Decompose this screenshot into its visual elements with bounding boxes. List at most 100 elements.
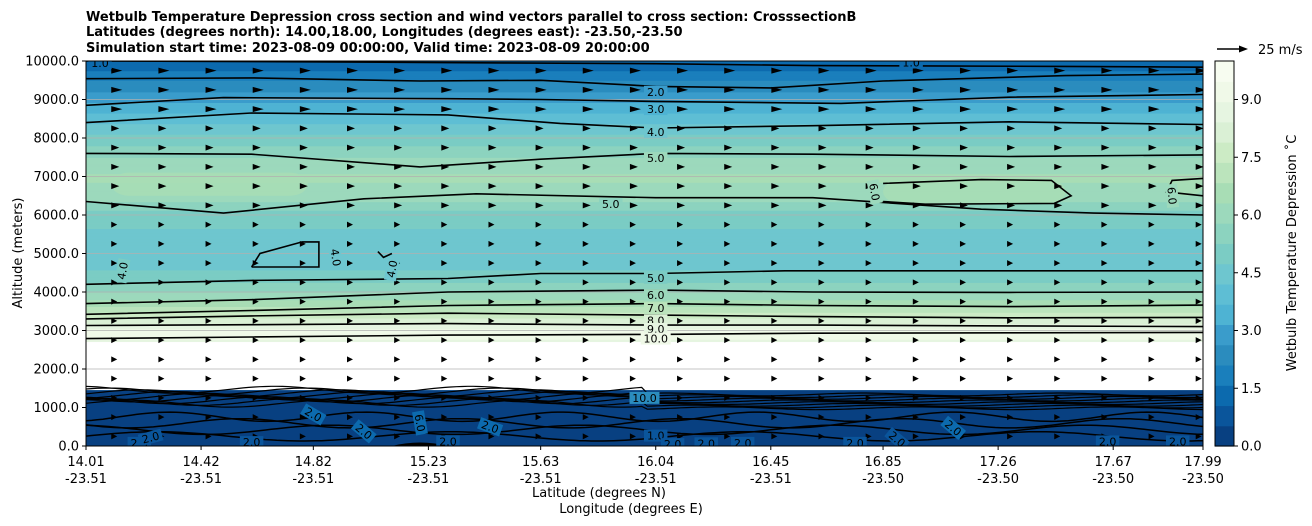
wind-vector-arrow — [1148, 317, 1155, 324]
field-band — [86, 142, 1203, 145]
wind-vector-arrow — [1148, 106, 1160, 113]
wind-vector-arrow — [959, 67, 971, 74]
field-band — [86, 143, 1203, 146]
wind-vector-arrow — [394, 86, 406, 93]
wind-vector-arrow — [1054, 394, 1061, 401]
field-band — [86, 165, 1203, 168]
wind-vector-arrow — [1101, 106, 1113, 113]
field-band — [86, 69, 1203, 72]
wind-vector-arrow — [347, 337, 354, 344]
contour-label: 2.0 — [141, 429, 161, 446]
field-band — [86, 141, 1203, 144]
wind-vector-arrow — [158, 317, 165, 324]
contour-label-group: 2.0 — [127, 436, 152, 446]
wind-vector-arrow — [865, 240, 872, 247]
chart-title-line-2: Latitudes (degrees north): 14.00,18.00, … — [86, 25, 683, 40]
wind-vector-arrow — [158, 240, 165, 247]
y-tick-label: 2000.0 — [34, 363, 80, 378]
colorbar-tick-label: 3.0 — [1241, 324, 1262, 339]
wind-vector-arrow — [488, 260, 495, 267]
field-band — [86, 267, 1203, 270]
wind-vector-arrow — [865, 375, 872, 382]
wind-vector-arrow — [299, 317, 306, 324]
contour-label-background — [127, 436, 152, 446]
field-band — [86, 226, 1203, 229]
wind-vector-arrow — [347, 317, 354, 324]
wind-vector-arrow — [158, 356, 165, 363]
wind-vector-arrow — [1054, 183, 1063, 190]
colorbar-segment — [1215, 283, 1234, 305]
contour-label-group: 2.0 — [730, 436, 755, 446]
wind-vector-arrow — [535, 433, 542, 440]
wind-vector-arrow — [111, 125, 120, 132]
reference-vector-label: 25 m/s — [1258, 43, 1303, 58]
wind-vector-arrow — [205, 356, 212, 363]
wind-vector-arrow — [818, 356, 825, 363]
wind-vector-arrow — [677, 375, 684, 382]
wind-vector-arrow — [535, 163, 544, 170]
wind-vector-arrow — [818, 86, 830, 93]
contour-label-group: 2.0 — [1095, 435, 1120, 446]
field-band — [86, 244, 1203, 247]
wind-vector-arrow — [299, 375, 306, 382]
field-band — [86, 202, 1203, 205]
wind-vector-arrow — [1054, 260, 1061, 267]
wind-vector-arrow — [1007, 298, 1014, 305]
wind-vector-arrow — [959, 317, 966, 324]
field-band — [86, 206, 1203, 208]
contour-label-group: 2.0 — [239, 436, 264, 446]
contour-label: 2.0 — [439, 435, 457, 448]
wind-vector-arrow — [535, 260, 542, 267]
colorbar-segment — [1215, 304, 1234, 326]
wind-vector-arrow — [1101, 260, 1108, 267]
wind-vector-arrow — [441, 394, 448, 401]
wind-vector-arrow — [1007, 414, 1014, 421]
wind-vector-arrow — [111, 279, 118, 286]
wind-vector-arrow — [252, 356, 259, 363]
wind-vector-arrow — [488, 375, 495, 382]
wind-vector-arrow — [629, 106, 641, 113]
wind-vectors — [111, 67, 1203, 440]
wind-vector-arrow — [1007, 279, 1014, 286]
wind-vector-arrow — [1007, 433, 1014, 440]
field-band — [86, 238, 1203, 240]
wind-vector-arrow — [1101, 125, 1110, 132]
field-band — [86, 66, 1203, 69]
wind-vector-arrow — [394, 356, 401, 363]
wind-vector-arrow — [912, 356, 919, 363]
wind-vector-arrow — [912, 125, 921, 132]
field-band — [86, 207, 1203, 209]
colorbar-segment — [1215, 61, 1234, 82]
wind-vector-arrow — [1148, 279, 1155, 286]
wind-vector-arrow — [252, 260, 259, 267]
wind-vector-arrow — [818, 414, 825, 421]
wind-vector-arrow — [771, 317, 778, 324]
field-band — [86, 263, 1203, 265]
colorbar-segment — [1215, 101, 1234, 123]
wind-vector-arrow — [771, 356, 778, 363]
contour-label-group: 4.0 — [327, 244, 344, 271]
field-band — [86, 288, 1203, 290]
wind-vector-arrow — [629, 221, 636, 228]
wind-vector-arrow — [865, 279, 872, 286]
wind-vector-arrow — [1054, 433, 1061, 440]
wind-vector-arrow — [299, 67, 311, 74]
wind-vector-arrow — [111, 240, 118, 247]
field-band — [86, 63, 1203, 66]
wind-vector-arrow — [629, 433, 636, 440]
field-band — [86, 139, 1203, 142]
field-band — [86, 230, 1203, 232]
x-tick-label-latitude: 14.01 — [67, 455, 104, 470]
field-band — [86, 61, 1203, 64]
wind-vector-arrow — [771, 144, 780, 151]
wind-vector-arrow — [111, 221, 118, 228]
wind-vector-arrow — [959, 356, 966, 363]
wind-vector-arrow — [299, 183, 308, 190]
wind-vector-arrow — [111, 144, 120, 151]
wind-vector-arrow — [959, 394, 966, 401]
wind-vector-arrow — [582, 279, 589, 286]
contour-label-group: 2.0 — [843, 436, 867, 446]
wind-vector-arrow — [724, 298, 731, 305]
colorbar-segment — [1215, 142, 1234, 163]
wind-vector-arrow — [724, 317, 731, 324]
